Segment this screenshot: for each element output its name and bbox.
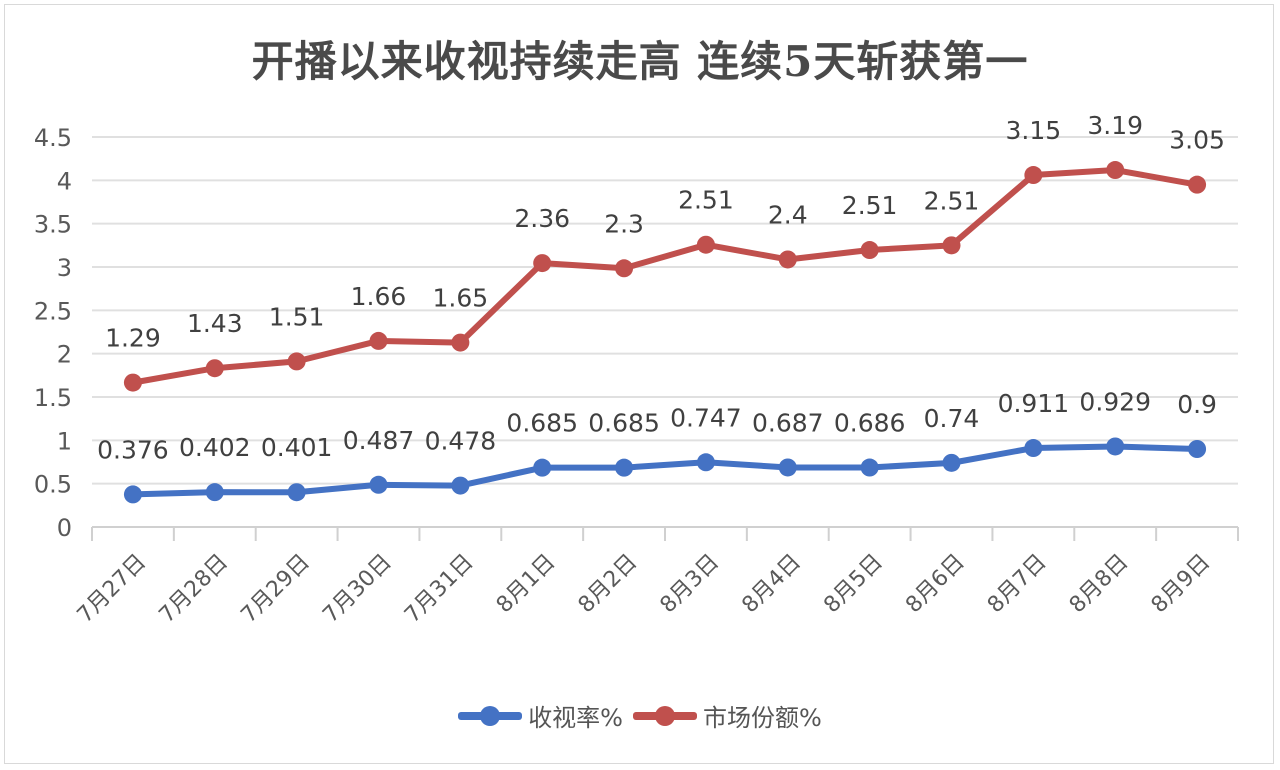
x-tick-label: 7月27日	[73, 550, 151, 628]
data-label: 0.685	[506, 409, 578, 438]
data-point-marker	[1188, 440, 1207, 458]
data-label: 0.686	[834, 409, 906, 438]
data-point-marker	[778, 458, 797, 477]
data-point-marker	[369, 475, 388, 494]
data-label: 3.05	[1169, 126, 1225, 155]
x-tick-label: 8月7日	[983, 550, 1052, 619]
data-point-marker	[533, 458, 552, 477]
x-tick-label: 8月9日	[1147, 550, 1216, 619]
chart-frame	[4, 4, 1274, 764]
data-label: 0.401	[261, 433, 333, 462]
chart-title: 开播以来收视持续走高 连续5天斩获第一	[251, 37, 1029, 86]
data-label: 3.19	[1087, 111, 1143, 140]
data-label: 0.687	[752, 408, 824, 437]
data-point-marker	[533, 254, 552, 273]
data-point-marker	[369, 331, 388, 350]
data-label: 1.51	[269, 302, 325, 331]
data-label: 2.36	[514, 204, 570, 233]
y-tick-label: 3.5	[34, 211, 72, 239]
y-tick-label: 2	[57, 341, 72, 369]
data-point-marker	[696, 453, 715, 472]
legend-marker-red-icon	[633, 705, 697, 726]
x-tick-label: 7月31日	[400, 550, 478, 628]
data-point-marker	[696, 235, 715, 254]
x-tick-label: 8月1日	[492, 550, 561, 619]
series-line	[132, 443, 1198, 498]
x-tick-label: 8月4日	[737, 550, 806, 619]
x-tick-label: 7月28日	[155, 550, 233, 628]
data-point-marker	[205, 483, 224, 502]
data-label: 0.9	[1177, 390, 1217, 419]
x-tick-label: 8月6日	[901, 550, 970, 619]
data-point-marker	[287, 483, 306, 502]
y-tick-label: 1.5	[34, 384, 72, 412]
x-tick-label: 8月3日	[656, 550, 725, 619]
data-label: 0.376	[97, 435, 169, 464]
data-point-marker	[860, 458, 879, 477]
data-label: 0.402	[179, 433, 251, 462]
data-point-marker	[1024, 439, 1043, 458]
x-tick-label: 7月29日	[236, 550, 314, 628]
legend-marker-blue-icon	[458, 705, 523, 726]
data-point-marker	[1188, 175, 1207, 194]
data-label: 2.51	[842, 191, 898, 220]
x-tick-label: 8月8日	[1065, 550, 1134, 619]
data-label: 3.15	[1006, 116, 1062, 145]
y-tick-label: 0	[57, 514, 72, 542]
data-point-marker	[942, 453, 961, 472]
data-point-marker	[615, 458, 634, 477]
y-tick-label: 4.5	[34, 124, 72, 152]
y-tick-label: 1	[57, 427, 72, 455]
data-label: 2.4	[768, 200, 808, 229]
data-label: 0.487	[343, 426, 415, 455]
data-label: 0.478	[425, 427, 497, 456]
data-point-marker	[860, 241, 879, 260]
data-point-marker	[205, 359, 224, 378]
data-point-marker	[1106, 437, 1125, 456]
y-tick-label: 0.5	[34, 471, 72, 499]
data-label: 1.66	[351, 282, 407, 311]
data-label: 1.65	[433, 284, 489, 313]
series-line	[132, 167, 1198, 386]
data-point-marker	[1024, 166, 1043, 185]
legend-label: 市场份额%	[703, 704, 822, 732]
chart-legend: 收视率% 市场份额%	[0, 698, 1280, 733]
data-label: 0.911	[998, 389, 1070, 418]
data-point-marker	[123, 373, 142, 392]
data-point-marker	[451, 476, 470, 495]
data-label: 0.74	[924, 404, 980, 433]
y-tick-label: 2.5	[34, 297, 72, 325]
legend-item-share: 市场份额%	[633, 698, 822, 733]
x-tick-label: 8月2日	[574, 550, 643, 619]
y-tick-label: 4	[57, 167, 72, 195]
data-label: 1.43	[187, 309, 243, 338]
y-tick-label: 3	[57, 254, 72, 282]
x-tick-label: 7月30日	[318, 550, 396, 628]
data-point-marker	[615, 259, 634, 278]
data-label: 2.51	[678, 186, 734, 215]
x-tick-label: 8月5日	[819, 550, 888, 619]
data-label: 1.29	[105, 324, 161, 353]
data-point-marker	[451, 333, 470, 352]
data-label: 0.929	[1079, 387, 1151, 416]
legend-label: 收视率%	[528, 704, 623, 732]
data-label: 0.747	[670, 403, 742, 432]
data-point-marker	[123, 485, 142, 504]
data-point-marker	[1106, 161, 1125, 180]
legend-item-ratings: 收视率%	[458, 698, 623, 733]
data-label: 0.685	[588, 409, 660, 438]
data-label: 2.3	[604, 209, 644, 238]
data-point-marker	[778, 250, 797, 269]
data-label: 2.51	[924, 186, 980, 215]
data-point-marker	[942, 236, 961, 255]
data-point-marker	[287, 352, 306, 371]
